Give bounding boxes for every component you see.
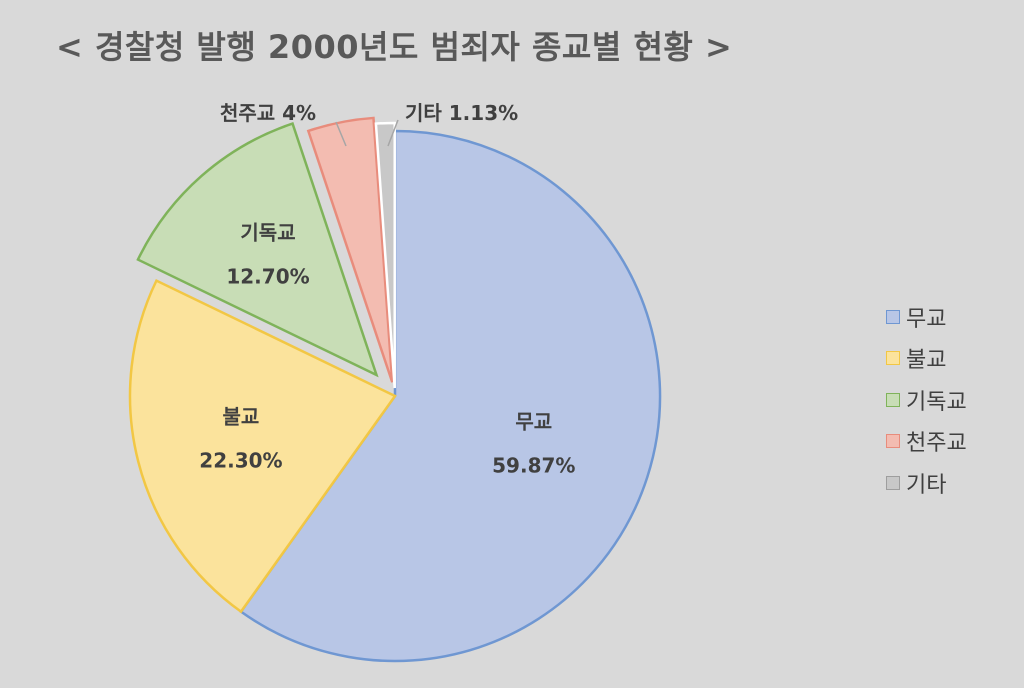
legend-item: 불교 — [886, 338, 967, 380]
legend-item: 기독교 — [886, 379, 967, 421]
legend-swatch — [886, 309, 900, 324]
legend-swatch — [886, 434, 900, 449]
legend-label: 무교 — [906, 306, 947, 332]
leader-line — [387, 119, 399, 147]
legend-item: 천주교 — [886, 421, 967, 463]
slice-value-label: 22.30% — [199, 448, 282, 472]
slice-name-label: 무교 — [515, 409, 552, 433]
pie-slice-2 — [128, 278, 397, 614]
slice-outside-label: 기타 1.13% — [405, 101, 518, 125]
legend-item: 무교 — [886, 296, 967, 338]
pie-slice-4 — [306, 116, 394, 383]
slice-outside-label: 천주교 4% — [220, 101, 316, 125]
pie-slice-1 — [239, 129, 662, 663]
legend-item: 기타 — [886, 462, 967, 504]
pie-slice-3 — [136, 122, 379, 378]
legend-swatch — [886, 392, 900, 407]
slice-value-label: 59.87% — [492, 453, 575, 477]
legend-swatch — [886, 475, 900, 490]
chart-title: < 경찰청 발행 2000년도 범죄자 종교별 현황 > — [56, 28, 733, 66]
slice-value-label: 12.70% — [226, 265, 309, 289]
legend-label: 천주교 — [906, 431, 967, 457]
legend-label: 불교 — [906, 348, 947, 374]
legend-label: 기타 — [906, 472, 947, 498]
leader-line — [335, 121, 347, 147]
slice-name-label: 기독교 — [240, 221, 295, 245]
legend-swatch — [886, 351, 900, 366]
slice-name-label: 불교 — [223, 404, 260, 428]
legend-label: 기독교 — [906, 389, 967, 415]
pie-slice-5 — [374, 121, 396, 389]
